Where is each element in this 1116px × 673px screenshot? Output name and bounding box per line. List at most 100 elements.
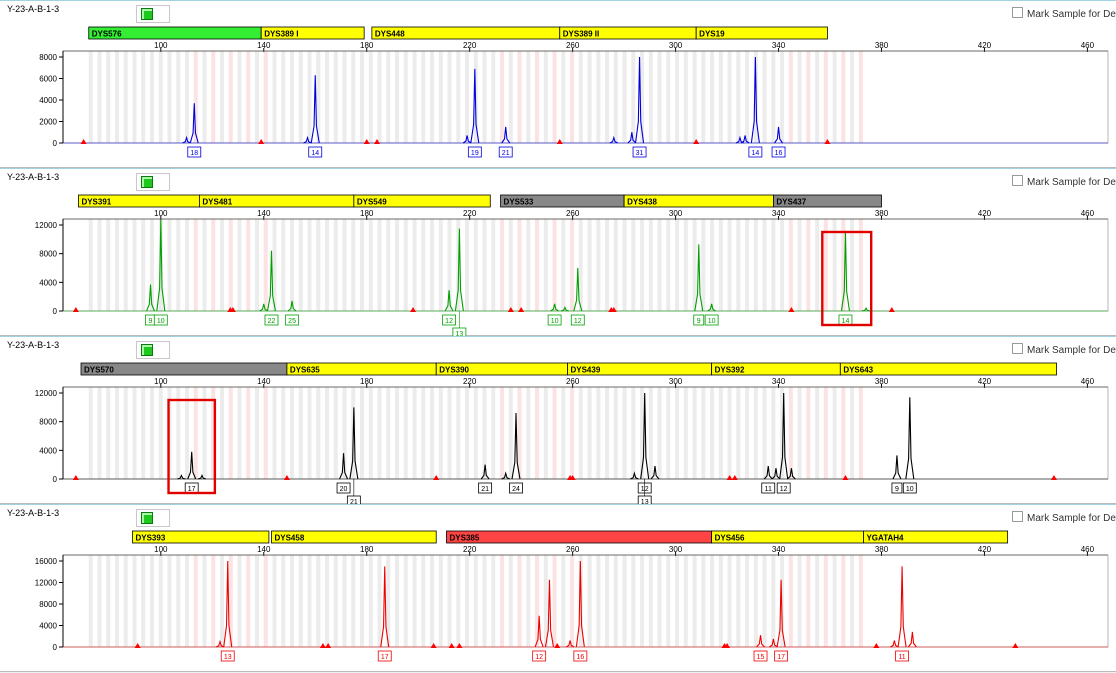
locus-bin[interactable]: DYS481 — [199, 194, 355, 208]
allele-label[interactable]: 10 — [906, 486, 914, 493]
allele-label[interactable]: 17 — [381, 654, 389, 661]
locus-bin[interactable]: DYS385 — [446, 530, 713, 544]
allele-label[interactable]: 11 — [765, 486, 772, 493]
locus-bar[interactable] — [863, 530, 1009, 544]
allele-label[interactable]: 10 — [708, 318, 716, 325]
allele-box[interactable] — [264, 314, 279, 326]
allele-label[interactable]: 24 — [512, 486, 520, 493]
allele-label[interactable]: 15 — [757, 654, 765, 661]
locus-bin[interactable]: DYS635 — [286, 362, 437, 376]
locus-bar[interactable] — [772, 194, 882, 208]
checkbox-icon[interactable] — [1012, 175, 1023, 186]
locus-bin[interactable]: DYS448 — [371, 26, 561, 40]
mark-for-deletion-checkbox[interactable]: Mark Sample for Deleti — [1012, 511, 1116, 524]
allele-label[interactable]: 14 — [311, 150, 319, 157]
locus-bar[interactable] — [839, 362, 1057, 376]
sample-status-button[interactable] — [136, 341, 170, 359]
allele-box[interactable] — [187, 146, 202, 158]
allele-label[interactable]: 20 — [340, 486, 348, 493]
allele-label[interactable]: 19 — [471, 150, 479, 157]
allele-label[interactable]: 13 — [224, 654, 232, 661]
checkbox-icon[interactable] — [1012, 511, 1023, 522]
allele-label[interactable]: 17 — [188, 486, 196, 493]
locus-bin[interactable]: DYS576 — [88, 26, 262, 40]
locus-bar[interactable] — [271, 530, 437, 544]
allele-label[interactable]: 16 — [775, 150, 783, 157]
allele-label[interactable]: 9 — [149, 318, 153, 325]
allele-box[interactable] — [704, 314, 719, 326]
allele-label[interactable]: 21 — [350, 499, 358, 505]
allele-box[interactable] — [336, 482, 351, 494]
allele-label[interactable]: 12 — [574, 318, 582, 325]
locus-bar[interactable] — [446, 530, 713, 544]
allele-label[interactable]: 12 — [535, 654, 543, 661]
locus-bin[interactable]: DYS391 — [78, 194, 200, 208]
locus-bin[interactable]: DYS437 — [772, 194, 882, 208]
allele-label[interactable]: 13 — [641, 499, 649, 505]
allele-box[interactable] — [452, 327, 467, 337]
allele-label[interactable]: 12 — [780, 486, 788, 493]
allele-box[interactable] — [498, 146, 513, 158]
mark-for-deletion-checkbox[interactable]: Mark Sample for Deleti — [1012, 7, 1116, 20]
allele-box[interactable] — [346, 495, 361, 505]
allele-label[interactable]: 18 — [190, 150, 198, 157]
allele-box[interactable] — [442, 314, 456, 326]
allele-box[interactable] — [891, 482, 903, 494]
allele-box[interactable] — [285, 314, 299, 326]
locus-bin[interactable]: DYS438 — [623, 194, 774, 208]
allele-label[interactable]: 9 — [895, 486, 899, 493]
mark-for-deletion-checkbox[interactable]: Mark Sample for Deleti — [1012, 175, 1116, 188]
allele-label[interactable]: 21 — [481, 486, 489, 493]
locus-bin[interactable]: YGATAH4 — [863, 530, 1009, 544]
allele-calls[interactable]: 18 14 19 21 31 14 16 — [187, 146, 786, 158]
allele-box[interactable] — [547, 314, 562, 326]
locus-bin[interactable]: DYS389 I — [260, 26, 365, 40]
allele-box[interactable] — [748, 146, 763, 158]
allele-label[interactable]: 11 — [898, 654, 905, 661]
locus-bin[interactable]: DYS570 — [80, 362, 288, 376]
allele-label[interactable]: 12 — [445, 318, 453, 325]
locus-bin[interactable]: DYS393 — [132, 530, 270, 544]
allele-box[interactable] — [771, 146, 786, 158]
allele-box[interactable] — [637, 495, 652, 505]
mark-for-deletion-checkbox[interactable]: Mark Sample for Deleti — [1012, 343, 1116, 356]
allele-box[interactable] — [761, 482, 776, 494]
allele-label[interactable]: 14 — [751, 150, 759, 157]
locus-bin[interactable]: DYS389 II — [559, 26, 697, 40]
allele-label[interactable]: 13 — [455, 331, 463, 337]
locus-bin[interactable]: DYS549 — [353, 194, 491, 208]
allele-label[interactable]: 25 — [288, 318, 296, 325]
allele-label[interactable]: 10 — [551, 318, 559, 325]
allele-box[interactable] — [467, 146, 482, 158]
locus-bar[interactable] — [260, 26, 365, 40]
locus-bin[interactable]: DYS458 — [271, 530, 437, 544]
allele-box[interactable] — [693, 314, 705, 326]
locus-bin[interactable]: DYS456 — [711, 530, 864, 544]
allele-box[interactable] — [902, 482, 917, 494]
allele-label[interactable]: 21 — [502, 150, 510, 157]
locus-bin[interactable]: DYS19 — [695, 26, 828, 40]
allele-label[interactable]: 17 — [777, 654, 785, 661]
allele-box[interactable] — [632, 146, 647, 158]
allele-box[interactable] — [570, 314, 585, 326]
locus-bin[interactable]: DYS439 — [567, 362, 713, 376]
allele-label[interactable]: 10 — [157, 318, 165, 325]
locus-bin[interactable]: DYS643 — [839, 362, 1057, 376]
locus-bar[interactable] — [695, 26, 828, 40]
allele-box[interactable] — [478, 482, 493, 494]
allele-label[interactable]: 22 — [268, 318, 276, 325]
checkbox-icon[interactable] — [1012, 7, 1023, 18]
allele-box[interactable] — [153, 314, 168, 326]
allele-label[interactable]: 14 — [842, 318, 850, 325]
allele-label[interactable]: 9 — [697, 318, 701, 325]
locus-bin[interactable]: DYS390 — [435, 362, 568, 376]
checkbox-icon[interactable] — [1012, 343, 1023, 354]
allele-box[interactable] — [308, 146, 323, 158]
locus-bin[interactable]: DYS533 — [500, 194, 625, 208]
sample-status-button[interactable] — [136, 509, 170, 527]
allele-box[interactable] — [509, 482, 523, 494]
allele-calls[interactable]: 13 17 12 16 15 17 11 — [220, 650, 909, 662]
sample-status-button[interactable] — [136, 173, 170, 191]
